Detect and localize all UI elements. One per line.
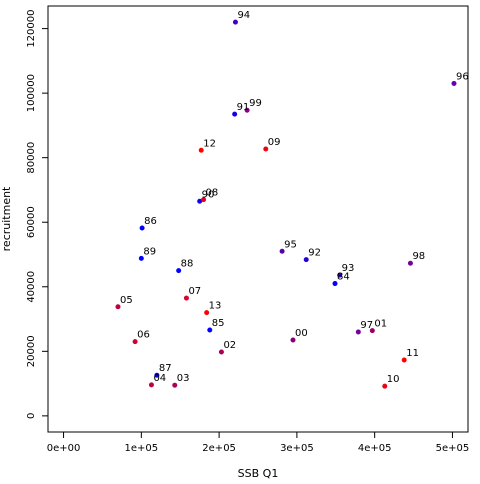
x-tick-label: 3e+05 xyxy=(280,443,314,454)
data-point-label-13: 13 xyxy=(209,301,222,312)
data-point-label-04: 04 xyxy=(153,373,166,384)
data-point-label-86: 86 xyxy=(144,216,157,227)
x-tick-label: 4e+05 xyxy=(358,443,392,454)
data-point-93 xyxy=(337,272,343,278)
data-point-label-08: 08 xyxy=(206,188,219,199)
data-point-02 xyxy=(218,349,224,355)
data-point-label-85: 85 xyxy=(212,318,225,329)
y-tick-label: 40000 xyxy=(26,271,37,303)
y-tick-label: 80000 xyxy=(26,142,37,174)
data-point-85 xyxy=(207,327,213,333)
data-point-label-91: 91 xyxy=(237,102,250,113)
data-point-label-92: 92 xyxy=(308,248,321,259)
data-point-84 xyxy=(332,281,338,287)
y-tick-label: 0 xyxy=(26,413,37,419)
data-point-86 xyxy=(139,225,145,231)
data-point-11 xyxy=(401,357,407,363)
data-point-96 xyxy=(451,80,457,86)
data-point-04 xyxy=(148,382,154,388)
data-point-label-88: 88 xyxy=(181,259,194,270)
data-point-95 xyxy=(279,248,285,254)
data-point-12 xyxy=(198,147,204,153)
data-point-99 xyxy=(244,107,250,113)
y-tick-label: 60000 xyxy=(26,206,37,238)
data-point-label-93: 93 xyxy=(342,263,355,274)
x-tick-label: 0e+00 xyxy=(47,443,81,454)
x-tick-label: 2e+05 xyxy=(202,443,236,454)
y-tick-label: 100000 xyxy=(26,74,37,112)
plot-frame xyxy=(47,5,469,433)
data-point-label-90: 90 xyxy=(202,189,215,200)
data-point-label-94: 94 xyxy=(237,10,250,21)
points-layer xyxy=(115,19,457,389)
data-point-87 xyxy=(154,372,160,378)
data-point-09 xyxy=(263,146,269,152)
data-point-13 xyxy=(204,310,210,316)
y-tick-label: 20000 xyxy=(26,335,37,367)
x-axis: 0e+00 1e+05 2e+05 3e+05 4e+05 5e+05 xyxy=(47,431,470,454)
data-point-08 xyxy=(201,197,207,203)
data-point-92 xyxy=(303,257,309,263)
data-point-label-96: 96 xyxy=(456,71,469,82)
data-point-88 xyxy=(176,268,182,274)
data-point-10 xyxy=(382,383,388,389)
data-point-label-97: 97 xyxy=(360,320,373,331)
data-point-label-10: 10 xyxy=(387,374,400,385)
data-point-label-06: 06 xyxy=(137,330,150,341)
data-point-89 xyxy=(138,255,144,261)
data-point-01 xyxy=(369,328,375,334)
data-point-label-00: 00 xyxy=(295,328,308,339)
data-point-label-84: 84 xyxy=(337,272,350,283)
data-point-label-98: 98 xyxy=(412,251,425,262)
data-point-label-03: 03 xyxy=(177,373,190,384)
data-point-label-05: 05 xyxy=(120,295,133,306)
data-point-label-07: 07 xyxy=(188,286,201,297)
y-tick-label: 120000 xyxy=(26,9,37,47)
data-point-label-01: 01 xyxy=(374,319,387,330)
data-point-label-12: 12 xyxy=(203,138,216,149)
data-point-00 xyxy=(290,337,296,343)
data-point-03 xyxy=(172,382,178,388)
data-point-07 xyxy=(183,295,189,301)
data-point-98 xyxy=(407,260,413,266)
x-tick-label: 5e+05 xyxy=(436,443,470,454)
data-point-94 xyxy=(232,19,238,25)
data-point-label-87: 87 xyxy=(159,363,172,374)
data-point-label-09: 09 xyxy=(268,137,281,148)
data-point-05 xyxy=(115,304,121,310)
data-point-label-99: 99 xyxy=(249,98,262,109)
data-point-label-11: 11 xyxy=(406,348,419,359)
y-axis-title: recruitment xyxy=(0,186,13,251)
data-point-label-02: 02 xyxy=(223,340,236,351)
y-axis: 0 20000 40000 60000 80000 100000 120000 xyxy=(26,9,49,419)
data-point-06 xyxy=(132,339,138,345)
data-point-91 xyxy=(232,111,238,117)
data-point-97 xyxy=(355,329,361,335)
x-axis-title: SSB Q1 xyxy=(238,467,279,480)
data-point-label-95: 95 xyxy=(284,239,297,250)
x-tick-label: 1e+05 xyxy=(125,443,159,454)
data-point-label-89: 89 xyxy=(143,246,156,257)
